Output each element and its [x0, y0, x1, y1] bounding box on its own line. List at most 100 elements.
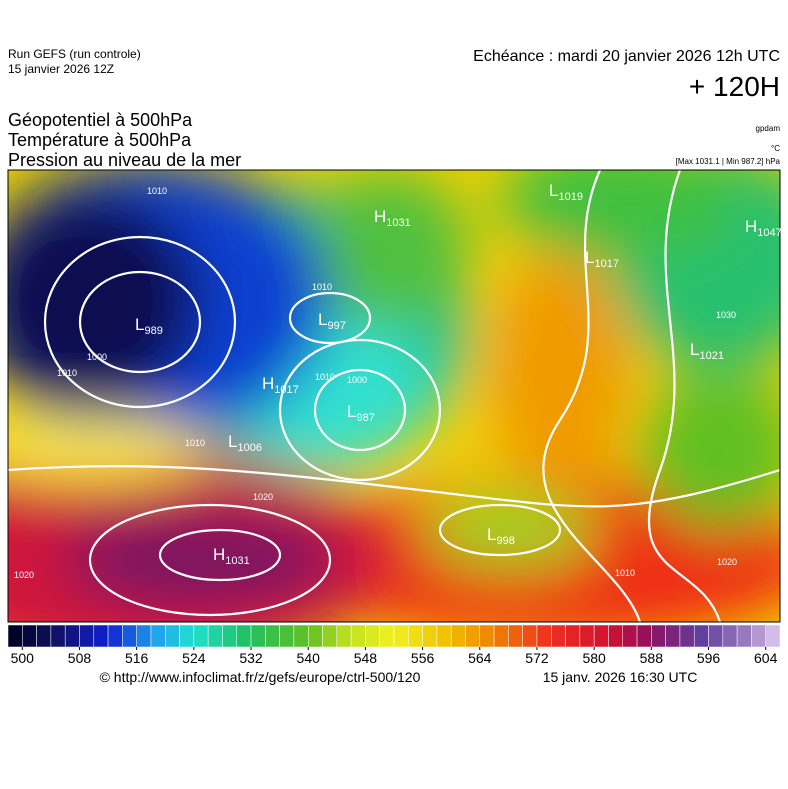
center-type: L [585, 248, 594, 267]
colorbar-cell [307, 624, 323, 648]
colorbar-tick-label: 564 [468, 650, 492, 666]
center-type: L [347, 402, 356, 421]
colorbar-tick-label: 524 [182, 650, 206, 666]
colorbar-tick-label: 588 [640, 650, 664, 666]
center-pressure: 989 [144, 325, 162, 337]
center-pressure: 998 [496, 535, 514, 547]
field-title: Température à 500hPa [8, 130, 192, 150]
colorbar-tick-label: 556 [411, 650, 435, 666]
colorbar-cell [165, 624, 180, 648]
pressure-center: L1017 [585, 248, 619, 270]
colorbar-cell [122, 624, 137, 648]
colorbar-tick-label: 604 [754, 650, 778, 666]
colorbar-cell [693, 624, 709, 648]
colorbar-tick-label: 548 [354, 650, 378, 666]
colorbar-cell [365, 624, 380, 648]
colorbar-cell [322, 624, 338, 648]
colorbar-cell [107, 624, 123, 648]
center-pressure: 1006 [237, 442, 261, 454]
center-pressure: 1031 [386, 217, 410, 229]
center-pressure: 1031 [225, 555, 249, 567]
colorbar-cell [179, 624, 195, 648]
colorbar-cell [593, 624, 609, 648]
center-pressure: 1019 [558, 191, 582, 203]
colorbar-cell [236, 624, 252, 648]
colorbar-cell [493, 624, 509, 648]
center-pressure: 1017 [274, 384, 298, 396]
colorbar-tick-label: 580 [582, 650, 606, 666]
center-type: L [135, 315, 144, 334]
colorbar-cell [393, 624, 409, 648]
map [8, 170, 780, 622]
center-type: H [745, 217, 757, 236]
colorbar-tick-label: 572 [525, 650, 549, 666]
unit-label: gpdam [756, 124, 781, 133]
colorbar-tick-label: 516 [125, 650, 149, 666]
isobar-label: 1020 [717, 557, 737, 567]
pressure-center: L998 [487, 525, 515, 547]
colorbar-cell [708, 624, 724, 648]
colorbar-cell [379, 624, 395, 648]
field-title: Géopotentiel à 500hPa [8, 110, 193, 130]
issue-time: 15 janv. 2026 16:30 UTC [543, 669, 698, 685]
center-type: L [228, 432, 237, 451]
lead-time: + 120H [689, 71, 780, 102]
colorbar-cell [608, 624, 623, 648]
center-type: L [690, 340, 699, 359]
pressure-center: H1017 [262, 374, 299, 396]
unit-label: [Max 1031.1 | Min 987.2] hPa [676, 157, 781, 166]
isobar-label: 1010 [315, 372, 335, 382]
colorbar-cell [222, 624, 237, 648]
center-type: H [374, 207, 386, 226]
run-title: Run GEFS (run controle) [8, 47, 141, 61]
colorbar-cell [408, 624, 423, 648]
colorbar-cell [579, 624, 595, 648]
center-type: H [213, 545, 225, 564]
valid-time: Echéance : mardi 20 janvier 2026 12h UTC [473, 48, 780, 65]
colorbar-cell [436, 624, 452, 648]
colorbar-cell [551, 624, 566, 648]
isobar-label: 1030 [716, 310, 736, 320]
source-link[interactable]: © http://www.infoclimat.fr/z/gefs/europe… [100, 669, 421, 685]
pressure-center: L1019 [549, 181, 583, 203]
center-pressure: 1021 [699, 350, 723, 362]
colorbar-cell [193, 624, 209, 648]
field-title: Pression au niveau de la mer [8, 150, 241, 170]
colorbar-cell [336, 624, 352, 648]
colorbar-cell [350, 624, 366, 648]
colorbar: 500 508 516 524 532 540 548 556 564 572 580 588 596 6… [7, 624, 781, 666]
pressure-center: L997 [318, 310, 346, 332]
isobar-label: 1010 [312, 282, 332, 292]
center-pressure: 1017 [594, 258, 618, 270]
pressure-center: L989 [135, 315, 163, 337]
colorbar-cell [751, 624, 766, 648]
pressure-center: H1031 [374, 207, 411, 229]
colorbar-cell [136, 624, 152, 648]
colorbar-cell [651, 624, 666, 648]
isobar-label: 1010 [615, 568, 635, 578]
isobar-label: 1000 [347, 375, 367, 385]
colorbar-cell [293, 624, 309, 648]
colorbar-cell [508, 624, 523, 648]
center-type: L [487, 525, 496, 544]
unit-label: °C [771, 144, 780, 153]
colorbar-cell [50, 624, 66, 648]
map-frame [7, 169, 781, 623]
isobar-label: 1010 [57, 368, 77, 378]
colorbar-cell [665, 624, 681, 648]
colorbar-cell [22, 624, 37, 648]
center-type: L [549, 181, 558, 200]
colorbar-cell [250, 624, 266, 648]
isobar-label: 1000 [87, 352, 107, 362]
colorbar-cell [465, 624, 481, 648]
isobar-label: 1020 [14, 570, 34, 580]
colorbar-tick-label: 500 [11, 650, 35, 666]
colorbar-cell [522, 624, 538, 648]
colorbar-tick-label: 532 [239, 650, 263, 666]
isobar-label: 1010 [147, 186, 167, 196]
colorbar-tick-label: 508 [68, 650, 92, 666]
isobar-label: 1020 [253, 492, 273, 502]
center-pressure: 987 [356, 412, 374, 424]
